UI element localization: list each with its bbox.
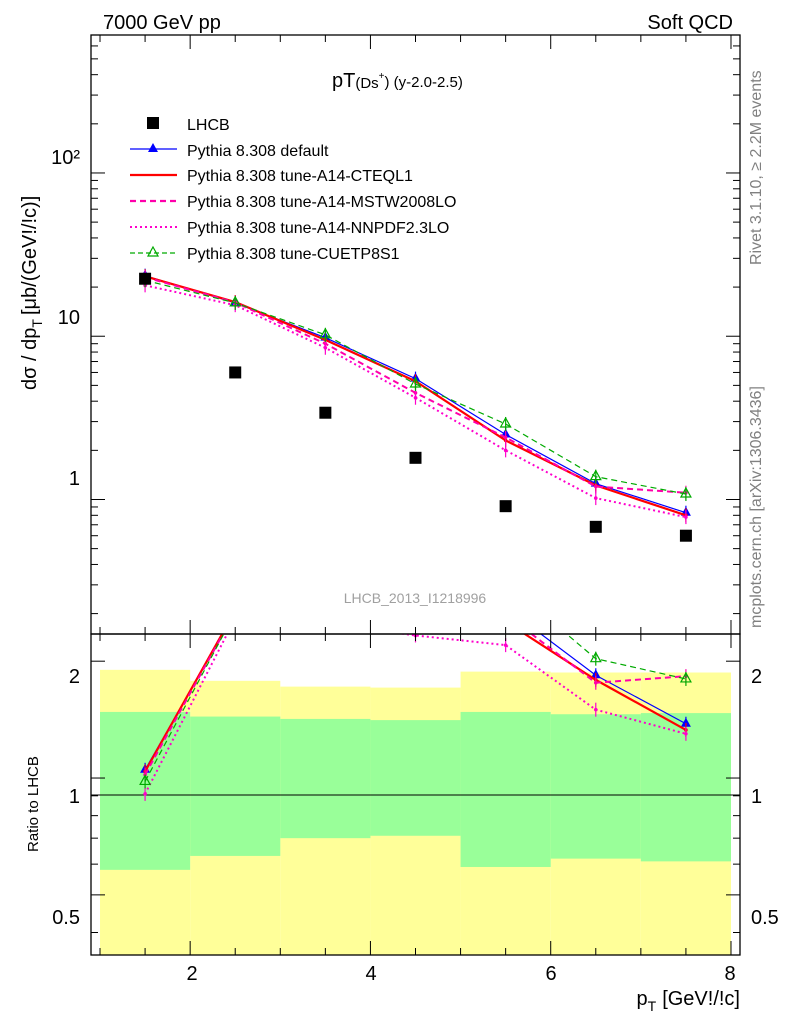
analysis-watermark: LHCB_2013_I1218996 xyxy=(344,590,487,606)
legend-label-cuetp8s1: Pythia 8.308 tune-CUETP8S1 xyxy=(187,246,400,263)
ratio-marker-tune-a14-cteql1 xyxy=(504,620,508,624)
main-marker-tune-cuetp8s1 xyxy=(229,295,242,307)
ratio-band-inner xyxy=(280,718,371,839)
legend-marker-cuetp8s1 xyxy=(146,245,160,257)
main-panel: 1 10 10² pT(Ds+) (y-2.0-2.5) LHCB_2013_I… xyxy=(19,34,741,635)
mcplots-label: mcplots.cern.ch [arXiv:1306.3436] xyxy=(748,386,765,628)
main-marker-tune-cuetp8s1 xyxy=(679,486,692,498)
data-point-lhcb xyxy=(499,500,512,513)
ratio-marker-tune-a14-cteql1 xyxy=(233,609,237,613)
ratio-marker-tune-a14-nnpdf2-3lo xyxy=(593,707,598,712)
ratio-marker-default xyxy=(230,606,240,615)
ratio-marker-tune-a14-nnpdf2-3lo xyxy=(143,792,147,796)
ratio-marker-tune-a14-mstw2008lo xyxy=(324,612,328,616)
ratio-marker-tune-a14-mstw2008lo xyxy=(593,680,598,685)
x-tick-label-8: 8 xyxy=(724,963,735,985)
legend-label-lhcb: LHCB xyxy=(187,117,230,134)
ratio-y-axis-label: Ratio to LHCB xyxy=(25,756,42,852)
main-marker-tune-cuetp8s1 xyxy=(589,469,602,481)
main-series-group xyxy=(139,268,692,525)
ratio-marker-tune-cuetp8s1 xyxy=(589,651,602,663)
legend-label-nnpdf: Pythia 8.308 tune-A14-NNPDF2.3LO xyxy=(187,220,449,237)
ratio-tick-label-2-left: 2 xyxy=(69,666,80,688)
ratio-band-inner xyxy=(190,716,281,856)
ratio-tick-label-05-right: 0.5 xyxy=(751,907,779,929)
ratio-ticks xyxy=(91,634,740,955)
ratio-marker-tune-cuetp8s1 xyxy=(679,671,692,683)
ratio-marker-tune-cuetp8s1 xyxy=(501,576,511,585)
main-marker-tune-a14-mstw2008lo xyxy=(593,484,598,489)
x-tick-label-4: 4 xyxy=(365,963,376,985)
y-tick-label-1: 1 xyxy=(69,468,80,490)
legend-label-default: Pythia 8.308 default xyxy=(187,143,329,160)
main-marker-tune-cuetp8s1 xyxy=(499,416,512,428)
ratio-series-group xyxy=(139,576,692,801)
rivet-label: Rivet 3.1.10, ≥ 2.2M events xyxy=(748,70,765,265)
data-point-lhcb xyxy=(229,366,242,379)
data-point-lhcb xyxy=(139,272,152,285)
main-ticks xyxy=(91,34,740,634)
legend-label-cteql1: Pythia 8.308 tune-A14-CTEQL1 xyxy=(187,168,413,185)
ratio-marker-tune-a14-nnpdf2-3lo xyxy=(684,732,688,736)
legend-marker-default xyxy=(148,143,158,152)
main-marker-tune-a14-mstw2008lo xyxy=(503,435,508,440)
ratio-marker-tune-a14-cteql1 xyxy=(324,603,328,607)
ratio-band-inner xyxy=(550,714,641,859)
ratio-marker-tune-cuetp8s1 xyxy=(320,587,330,596)
ratio-marker-tune-a14-nnpdf2-3lo xyxy=(233,616,237,620)
legend: LHCB Pythia 8.308 default Pythia 8.308 t… xyxy=(130,117,456,263)
main-marker-tune-cuetp8s1 xyxy=(409,376,422,388)
y-tick-label-10: 10 xyxy=(58,307,80,329)
y-tick-label-100: 10² xyxy=(51,147,80,169)
plot-title: pT(Ds+) (y-2.0-2.5) xyxy=(332,70,463,92)
x-tick-label-6: 6 xyxy=(545,963,556,985)
data-point-lhcb xyxy=(409,451,422,464)
ratio-band-inner xyxy=(460,711,551,867)
main-marker-tune-a14-nnpdf2-3lo xyxy=(684,515,688,519)
main-marker-tune-a14-nnpdf2-3lo xyxy=(593,496,598,500)
ratio-marker-default xyxy=(320,594,330,603)
ratio-tick-label-1-left: 1 xyxy=(69,786,80,808)
x-tick-label-2: 2 xyxy=(186,963,197,985)
ratio-tick-label-2-right: 2 xyxy=(751,666,762,688)
ratio-marker-tune-a14-mstw2008lo xyxy=(504,613,508,617)
main-marker-tune-cuetp8s1 xyxy=(319,327,332,339)
header-right: Soft QCD xyxy=(647,12,733,34)
data-point-lhcb xyxy=(589,520,602,533)
ratio-marker-tune-a14-nnpdf2-3lo xyxy=(503,643,508,647)
data-point-lhcb xyxy=(679,529,692,542)
ratio-marker-tune-a14-nnpdf2-3lo xyxy=(324,622,328,626)
ratio-uncertainty-bands xyxy=(100,669,731,955)
ratio-tick-label-1-right: 1 xyxy=(751,786,762,808)
ratio-marker-default xyxy=(501,602,511,611)
main-marker-tune-a14-nnpdf2-3lo xyxy=(323,345,328,350)
ratio-marker-tune-a14-mstw2008lo xyxy=(414,622,418,626)
ratio-panel: 2 1 0.5 2 1 0.5 Ratio to LHCB 2 4 6 8 pT… xyxy=(25,576,779,1014)
header-left: 7000 GeV pp xyxy=(103,12,221,34)
main-data-points xyxy=(139,272,692,542)
ratio-tick-label-05-left: 0.5 xyxy=(52,907,80,929)
ratio-marker-default xyxy=(680,717,691,727)
ratio-marker-tune-cuetp8s1 xyxy=(230,606,240,615)
ratio-band-inner xyxy=(370,720,461,836)
data-point-lhcb xyxy=(319,406,332,419)
ratio-marker-tune-a14-mstw2008lo xyxy=(233,610,237,614)
main-marker-tune-a14-nnpdf2-3lo xyxy=(413,395,418,400)
main-marker-tune-a14-nnpdf2-3lo xyxy=(503,448,508,453)
legend-marker-lhcb xyxy=(147,117,159,129)
legend-label-mstw: Pythia 8.308 tune-A14-MSTW2008LO xyxy=(187,194,456,211)
x-axis-label: pT [GeV!/!c] xyxy=(637,988,741,1014)
y-axis-label: dσ / dpT[μb/(GeV!/!c)] xyxy=(19,196,45,390)
ratio-marker-tune-cuetp8s1 xyxy=(139,774,152,786)
